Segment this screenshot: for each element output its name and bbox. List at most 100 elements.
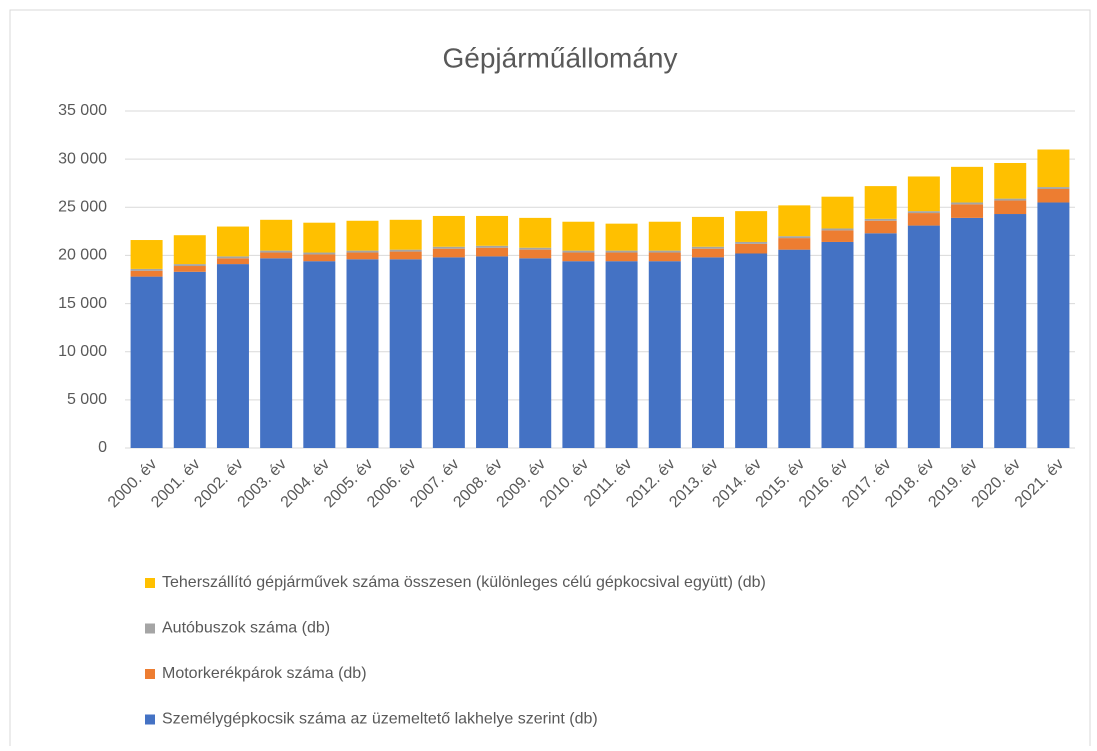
bar-segment (476, 256, 509, 448)
bar-segment (260, 258, 293, 448)
bar-segment (735, 211, 768, 242)
bar-segment (735, 253, 768, 448)
y-tick-label: 15 000 (58, 295, 107, 312)
bar-segment (476, 245, 509, 248)
bar-segment (778, 238, 811, 250)
bar-segment (691, 246, 724, 249)
bar-segment (519, 217, 552, 248)
bar-segment (216, 256, 249, 259)
bar-segment (216, 264, 249, 448)
bar-segment (432, 248, 465, 258)
bar-segment (562, 250, 595, 253)
legend-swatch (145, 623, 155, 634)
legend-label: Teherszállító gépjárművek száma összesen… (162, 574, 766, 591)
bar-segment (562, 261, 595, 448)
y-tick-label: 35 000 (58, 102, 107, 119)
legend-swatch (145, 669, 155, 679)
bar-segment (778, 249, 811, 448)
bar-segment (648, 252, 681, 262)
y-tick-label: 30 000 (58, 150, 107, 167)
bar-segment (346, 259, 379, 448)
bar-segment (1037, 187, 1070, 189)
bar-segment (260, 219, 293, 251)
bar-segment (907, 211, 940, 214)
bar-segment (778, 205, 811, 237)
legend-swatch (145, 714, 155, 725)
bar-segment (864, 186, 897, 219)
bar-segment (605, 252, 638, 262)
bar-segment (605, 223, 638, 251)
bar-segment (907, 213, 940, 226)
bar-segment (216, 258, 249, 265)
legend-swatch (145, 578, 155, 588)
bar-segment (907, 176, 940, 212)
y-tick-label: 0 (98, 439, 107, 456)
bar-segment (951, 204, 984, 218)
bar-segment (562, 252, 595, 262)
bar-segment (476, 247, 509, 257)
bar-segment (1037, 188, 1070, 203)
bar-segment (346, 250, 379, 253)
bar-segment (1037, 149, 1070, 188)
bar-segment (346, 252, 379, 260)
bar-segment (303, 254, 336, 262)
bar-segment (173, 264, 206, 267)
bar-segment (1037, 202, 1070, 448)
bar-segment (994, 214, 1027, 448)
bar-segment (951, 166, 984, 203)
bar-segment (519, 258, 552, 448)
bar-segment (389, 259, 422, 448)
bar-segment (864, 220, 897, 234)
bar-segment (130, 270, 163, 277)
bar-segment (130, 276, 163, 448)
legend-label: Autóbuszok száma (db) (162, 620, 330, 637)
bar-segment (605, 250, 638, 253)
bar-segment (303, 261, 336, 448)
bar-segment (389, 251, 422, 260)
y-tick-label: 25 000 (58, 199, 107, 216)
bar-segment (562, 221, 595, 251)
bar-segment (735, 241, 768, 244)
bar-segment (260, 252, 293, 259)
bar-segment (519, 247, 552, 250)
bar-segment (994, 200, 1027, 215)
legend-label: Motorkerékpárok száma (db) (162, 665, 367, 682)
bar-segment (648, 221, 681, 251)
bar-segment (389, 249, 422, 252)
legend-label: Személygépkocsik száma az üzemeltető lak… (162, 711, 598, 728)
bar-segment (994, 198, 1027, 201)
bar-segment (173, 266, 206, 272)
bar-segment (648, 250, 681, 253)
bar-segment (864, 218, 897, 221)
bar-segment (648, 261, 681, 448)
bar-segment (691, 257, 724, 448)
bar-segment (130, 240, 163, 269)
bar-segment (476, 215, 509, 246)
bar-segment (821, 196, 854, 229)
bar-segment (691, 248, 724, 258)
bar-segment (260, 250, 293, 253)
bar-segment (303, 222, 336, 253)
bar-segment (735, 243, 768, 254)
bar-segment (821, 230, 854, 242)
bar-segment (864, 233, 897, 448)
bar-segment (605, 261, 638, 448)
bar-segment (519, 249, 552, 259)
y-tick-label: 5 000 (67, 391, 107, 408)
bar-segment (173, 235, 206, 265)
bar-segment (778, 236, 811, 239)
chart-title: Gépjárműállomány (443, 42, 678, 73)
bar-segment (130, 268, 163, 271)
bar-segment (432, 257, 465, 448)
y-tick-label: 20 000 (58, 247, 107, 264)
bar-segment (389, 219, 422, 250)
bar-segment (821, 241, 854, 448)
bar-segment (994, 162, 1027, 199)
bar-segment (303, 252, 336, 255)
bar-segment (951, 217, 984, 448)
bar-segment (432, 215, 465, 247)
y-tick-label: 10 000 (58, 343, 107, 360)
bar-segment (691, 216, 724, 247)
bar-segment (173, 271, 206, 448)
bar-segment (432, 246, 465, 249)
